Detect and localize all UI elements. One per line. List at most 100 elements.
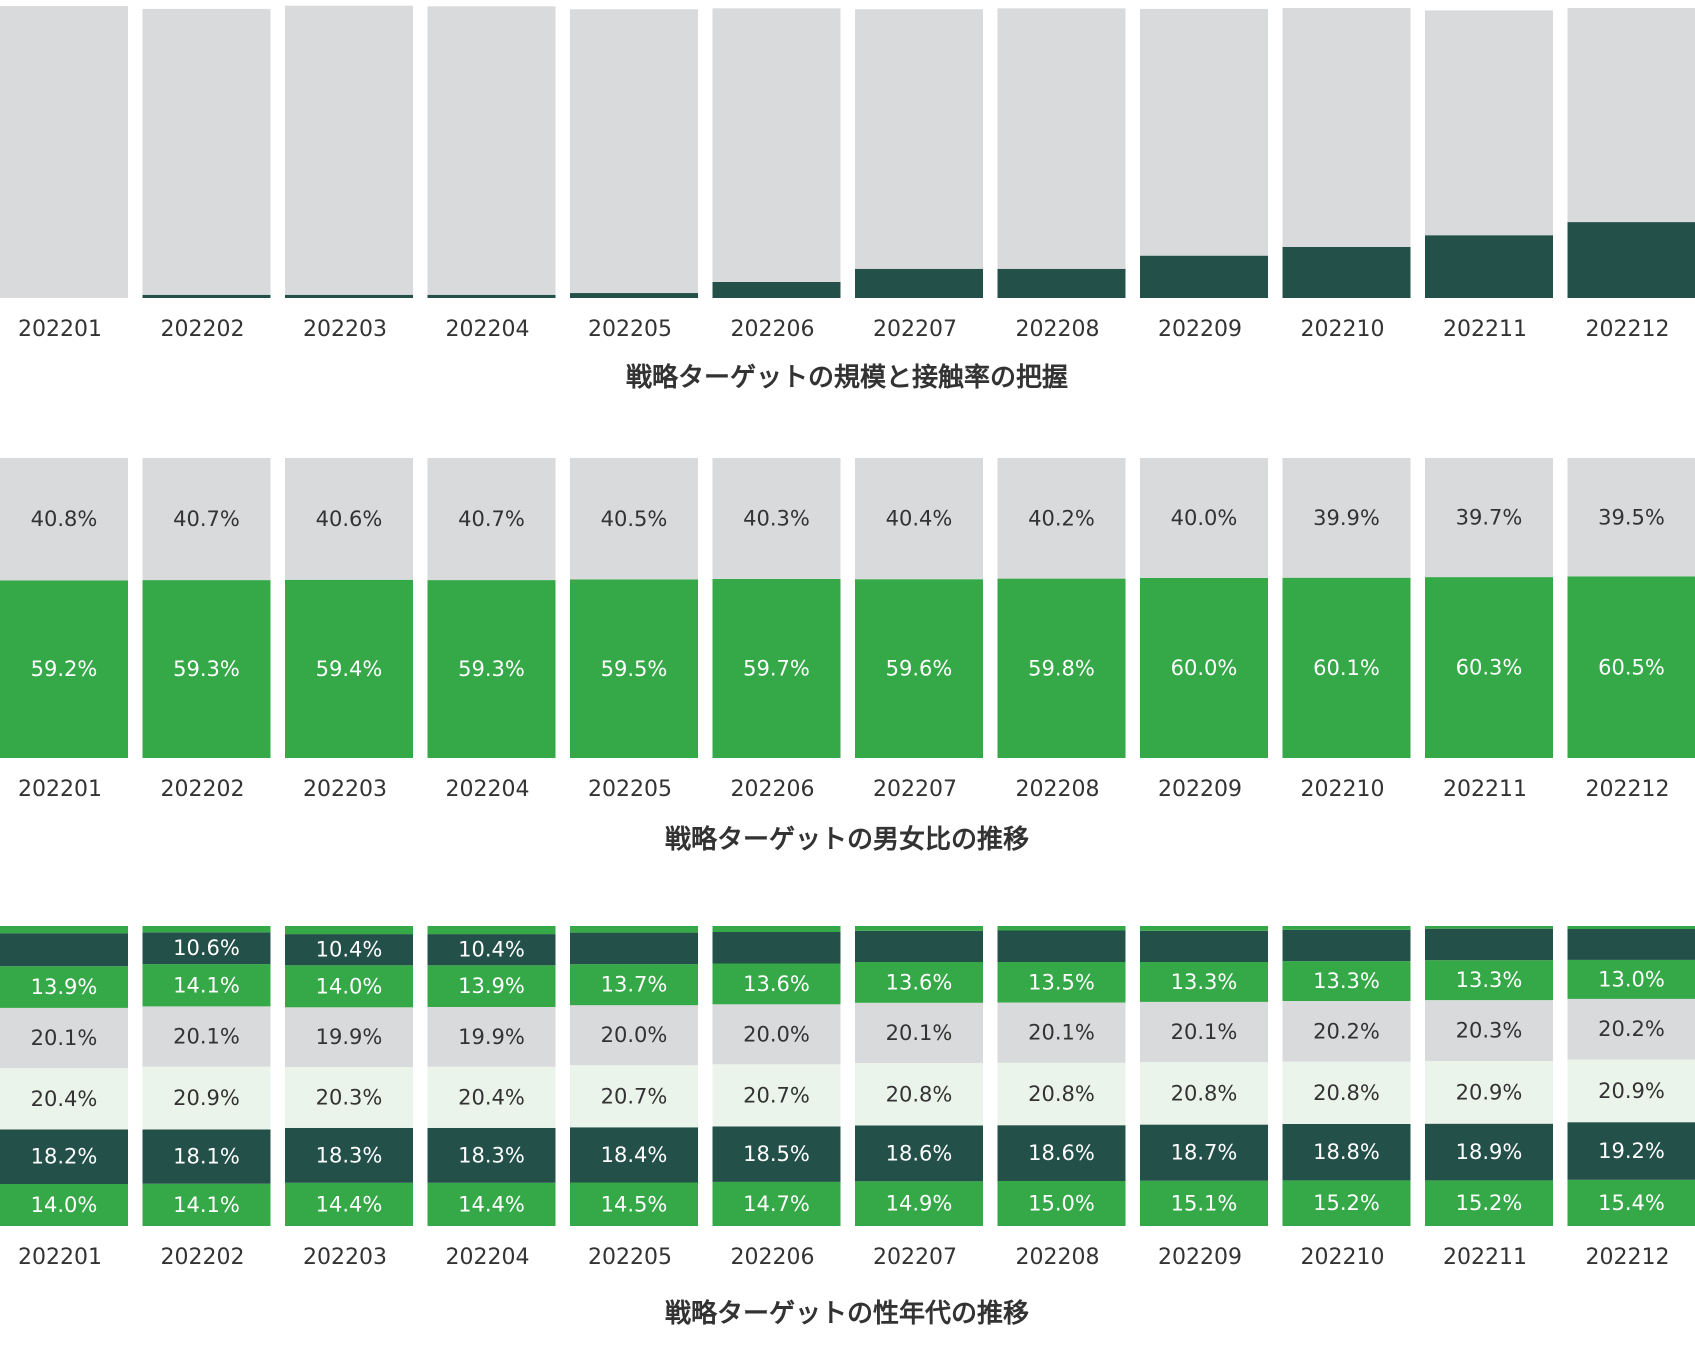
bar-segment	[1140, 1124, 1268, 1181]
bar-segment	[427, 6, 556, 295]
bar-segment	[1567, 926, 1695, 929]
bar-segment	[1425, 1123, 1553, 1181]
bar-segment	[0, 933, 128, 967]
x-tick-label: 202206	[731, 1245, 815, 1270]
bar-segment	[427, 1066, 556, 1128]
data-label: 59.7%	[743, 656, 810, 680]
bar-segment	[285, 1127, 413, 1183]
bar-segment	[570, 579, 698, 758]
bar-segment	[570, 1127, 698, 1183]
bar-segment	[0, 1184, 128, 1226]
bar-segment	[570, 293, 698, 298]
data-label: 40.3%	[743, 506, 810, 530]
x-tick-label: 202202	[161, 777, 245, 802]
bar-segment	[1282, 1001, 1411, 1062]
bar-segment	[1282, 1180, 1411, 1226]
x-tick-label: 202206	[731, 777, 815, 802]
data-label: 20.2%	[1598, 1017, 1665, 1041]
x-tick-label: 202204	[446, 317, 530, 342]
x-tick-label: 202211	[1443, 777, 1527, 802]
chart-gender-ratio: 59.2% 40.8% 202201 59.3% 40.7% 202202 59.4% 40.…	[0, 458, 1695, 855]
data-label: 20.8%	[1171, 1081, 1238, 1105]
data-label: 10.4%	[316, 938, 383, 962]
bar-segment	[1425, 1000, 1553, 1061]
data-label: 14.5%	[601, 1192, 668, 1216]
data-label: 15.2%	[1456, 1191, 1523, 1215]
bar-segment	[142, 1183, 271, 1226]
data-label: 40.4%	[886, 507, 953, 531]
x-tick-label: 202208	[1016, 317, 1100, 342]
x-tick-label: 202204	[446, 1245, 530, 1270]
data-label: 60.3%	[1456, 656, 1523, 680]
data-label: 20.8%	[1028, 1082, 1095, 1106]
data-label: 18.4%	[601, 1143, 668, 1167]
bar-segment	[997, 8, 1126, 269]
data-label: 20.1%	[1028, 1021, 1095, 1045]
bar-segment	[1567, 8, 1695, 223]
bar-segment	[1567, 929, 1695, 960]
bar-segment	[997, 962, 1126, 1003]
bar-segment	[427, 965, 556, 1007]
data-label: 39.7%	[1456, 506, 1523, 530]
bar-segment	[142, 1129, 271, 1184]
chart-title: 戦略ターゲットの性年代の推移	[665, 1298, 1029, 1329]
data-label: 59.3%	[458, 657, 525, 681]
bar-segment	[997, 268, 1126, 298]
x-tick-label: 202205	[588, 317, 672, 342]
bar-segment	[142, 8, 271, 295]
bar-segment	[1567, 1179, 1695, 1226]
chart-title: 戦略ターゲットの規模と接触率の把握	[626, 362, 1068, 393]
x-tick-label: 202202	[161, 1245, 245, 1270]
data-label: 13.3%	[1171, 970, 1238, 994]
data-label: 14.1%	[173, 973, 240, 997]
bar-segment	[712, 458, 841, 579]
bar-segment	[712, 8, 841, 282]
bar-segment	[855, 930, 983, 962]
data-label: 39.9%	[1313, 506, 1380, 530]
data-label: 18.2%	[31, 1145, 98, 1169]
x-tick-label: 202208	[1016, 1245, 1100, 1270]
x-tick-label: 202203	[303, 777, 387, 802]
bar-segment	[1425, 458, 1553, 578]
bar-segment	[142, 932, 271, 965]
bar-segment	[997, 1125, 1126, 1181]
bar-segment	[997, 1002, 1126, 1063]
x-tick-label: 202204	[446, 777, 530, 802]
x-tick-label: 202205	[588, 1245, 672, 1270]
bar-segment	[855, 1002, 983, 1064]
bar-segment	[1425, 1061, 1553, 1124]
x-tick-label: 202208	[1016, 777, 1100, 802]
bar-segment	[1567, 959, 1695, 999]
data-label: 20.8%	[886, 1082, 953, 1106]
bar-segment	[1282, 577, 1411, 758]
data-label: 20.9%	[1598, 1079, 1665, 1103]
data-label: 20.1%	[886, 1021, 953, 1045]
data-label: 14.7%	[743, 1192, 810, 1216]
bar-segment	[1140, 578, 1268, 758]
data-label: 15.2%	[1313, 1191, 1380, 1215]
bar-segment	[285, 5, 413, 295]
chart-title: 戦略ターゲットの男女比の推移	[665, 824, 1029, 855]
bar-segment	[855, 1181, 983, 1226]
data-label: 40.2%	[1028, 506, 1095, 530]
x-tick-label: 202203	[303, 1245, 387, 1270]
bar-segment	[570, 9, 698, 294]
data-label: 15.0%	[1028, 1192, 1095, 1216]
x-tick-label: 202210	[1301, 777, 1385, 802]
x-tick-label: 202201	[18, 777, 102, 802]
x-tick-label: 202206	[731, 317, 815, 342]
bar-segment	[1567, 222, 1695, 298]
bar-segment	[1282, 1124, 1411, 1181]
bar-segment	[1140, 930, 1268, 962]
data-label: 20.7%	[601, 1084, 668, 1108]
data-label: 14.4%	[316, 1192, 383, 1216]
bar-segment	[0, 580, 128, 758]
data-label: 20.4%	[458, 1085, 525, 1109]
bar-segment	[855, 579, 983, 758]
bar-segment	[1140, 962, 1268, 1002]
data-label: 20.8%	[1313, 1081, 1380, 1105]
bar-segment	[1282, 458, 1411, 578]
x-tick-label: 202201	[18, 1245, 102, 1270]
bar-segment	[855, 1125, 983, 1182]
bar-segment	[1567, 998, 1695, 1060]
